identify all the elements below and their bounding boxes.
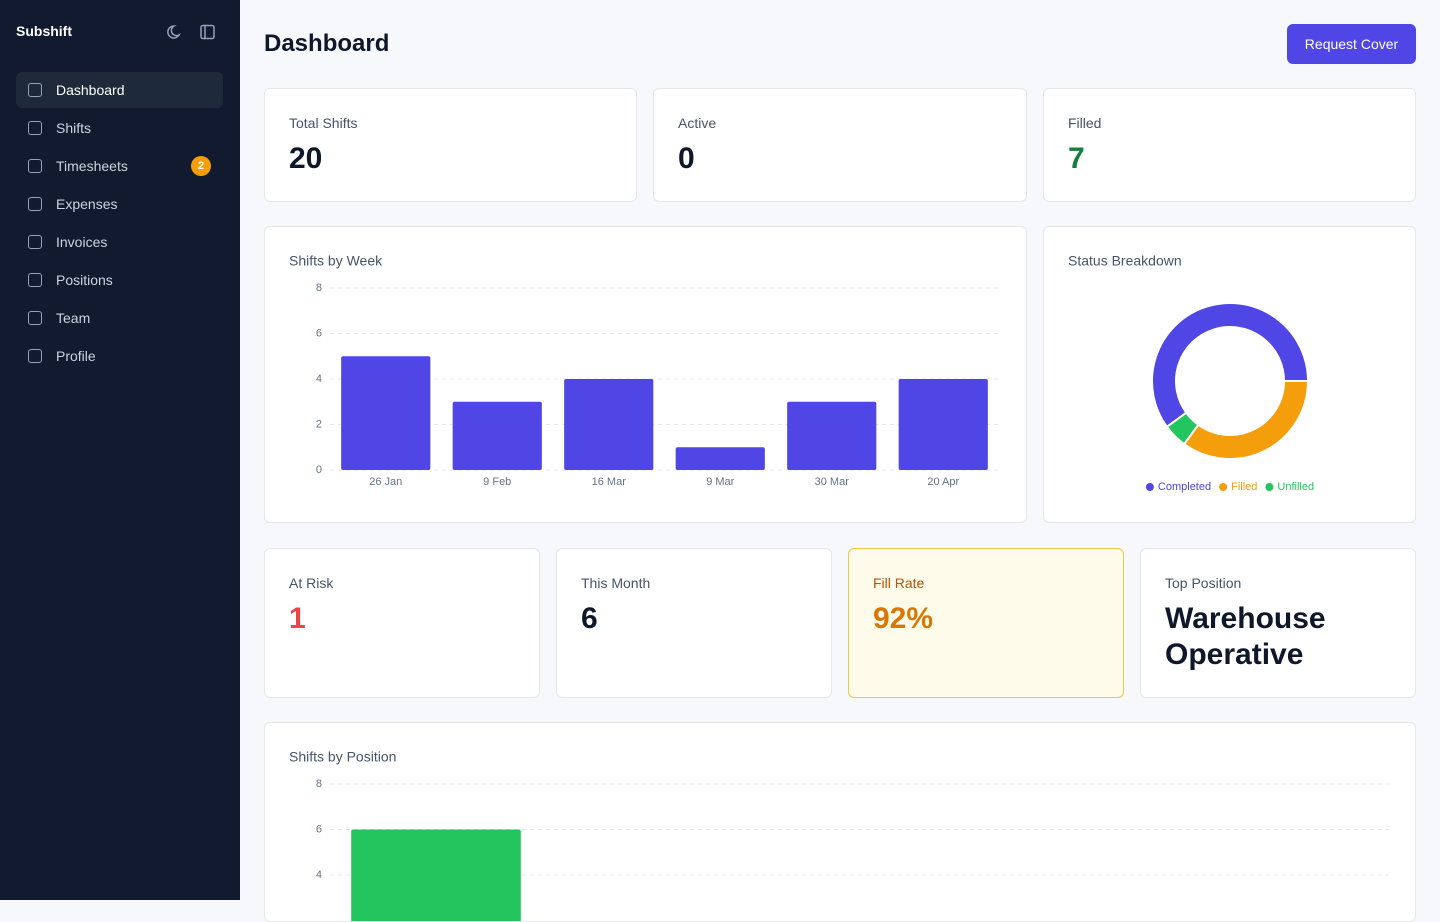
legend-label: Unfilled <box>1277 481 1314 493</box>
stat-card: Active 0 <box>653 88 1027 202</box>
nav-icon <box>28 235 42 249</box>
bar <box>899 379 988 470</box>
sidebar: Subshift Dashboard Shifts Timesheets 2 Expen… <box>0 0 240 900</box>
nav-item[interactable]: Invoices <box>16 224 223 260</box>
stat-label: Top Position <box>1165 575 1241 591</box>
nav-item[interactable]: Positions <box>16 262 223 298</box>
nav-item[interactable]: Shifts <box>16 110 223 146</box>
nav-icon <box>28 311 42 325</box>
nav-icon <box>28 197 42 211</box>
nav: Dashboard Shifts Timesheets 2 Expenses Invoic… <box>16 72 223 376</box>
x-tick-label: 16 Mar <box>592 476 627 488</box>
stat-label: Total Shifts <box>289 115 357 131</box>
x-tick-label: 9 Mar <box>706 476 734 488</box>
legend: Completed Filled Unfilled <box>1146 481 1314 493</box>
y-tick-label: 6 <box>316 823 322 835</box>
legend-swatch <box>1146 483 1154 491</box>
stat-value: 1 <box>289 601 306 637</box>
y-tick-label: 8 <box>316 282 322 294</box>
nav-item[interactable]: Profile <box>16 338 223 374</box>
bar <box>787 402 876 470</box>
stat-label: Fill Rate <box>873 575 924 591</box>
y-tick-label: 4 <box>316 373 322 385</box>
page-title: Dashboard <box>264 30 389 58</box>
chart: Shifts by Week 0 2 4 6 8 26 Jan 9 Feb 16 Mar 9 Ma… <box>265 227 1027 523</box>
chart-card: Shifts by Position 4 6 8 <box>264 722 1416 922</box>
x-tick-label: 26 Jan <box>369 476 402 488</box>
stat-card: Fill Rate 92% <box>848 548 1124 698</box>
page: Subshift Dashboard Shifts Timesheets 2 Expen… <box>0 0 1440 900</box>
stat-card: Top Position Warehouse Operative <box>1140 548 1416 698</box>
y-tick-label: 4 <box>316 869 322 881</box>
chart-card: Status Breakdown Completed Filled Unfilled <box>1043 226 1416 523</box>
y-tick-label: 6 <box>316 327 322 339</box>
nav-badge: 2 <box>191 156 211 176</box>
nav-label: Team <box>56 310 90 326</box>
brand: Subshift <box>16 23 72 39</box>
stat-value: Warehouse Operative <box>1165 601 1395 673</box>
nav-label: Expenses <box>56 196 117 212</box>
stat-value: 92% <box>873 601 933 637</box>
bar <box>351 830 521 922</box>
nav-label: Invoices <box>56 234 107 250</box>
y-tick-label: 0 <box>316 464 322 476</box>
nav-label: Dashboard <box>56 82 125 98</box>
x-tick-label: 9 Feb <box>483 476 511 488</box>
chart-card: Shifts by Week 0 2 4 6 8 26 Jan 9 Feb 16 Mar 9 Ma… <box>264 226 1027 523</box>
sidebar-controls[interactable] <box>162 24 222 40</box>
legend-swatch <box>1265 483 1273 491</box>
nav-item[interactable]: Team <box>16 300 223 336</box>
x-tick-label: 20 Apr <box>927 476 959 488</box>
nav-label: Profile <box>56 348 96 364</box>
stat-value: 20 <box>289 141 322 177</box>
bar <box>341 356 430 470</box>
chart: Status Breakdown Completed Filled Unfilled <box>1044 227 1416 523</box>
nav-icon <box>28 273 42 287</box>
chart: Shifts by Position 4 6 8 <box>265 723 1416 922</box>
bar <box>453 402 542 470</box>
theme-toggle[interactable] <box>168 26 179 38</box>
nav-item[interactable]: Dashboard <box>16 72 223 108</box>
stat-card: Filled 7 <box>1043 88 1416 202</box>
stat-label: This Month <box>581 575 650 591</box>
nav-item[interactable]: Timesheets 2 <box>16 148 223 184</box>
nav-icon <box>28 159 42 173</box>
nav-icon <box>28 83 42 97</box>
y-tick-label: 8 <box>316 778 322 790</box>
chart-title: Shifts by Position <box>289 749 396 765</box>
legend-label: Filled <box>1231 481 1257 493</box>
pie-slice <box>1184 381 1308 459</box>
stat-label: At Risk <box>289 575 333 591</box>
bar <box>564 379 653 470</box>
stat-value: 7 <box>1068 141 1085 177</box>
nav-label: Positions <box>56 272 113 288</box>
request-cover-button[interactable]: Request Cover <box>1287 24 1416 64</box>
nav-label: Shifts <box>56 120 91 136</box>
nav-icon <box>28 121 42 135</box>
chart-title: Status Breakdown <box>1068 253 1182 269</box>
stat-value: 0 <box>678 141 695 177</box>
stat-label: Active <box>678 115 716 131</box>
stat-card: At Risk 1 <box>264 548 540 698</box>
nav-icon <box>28 349 42 363</box>
collapse-toggle[interactable] <box>201 26 214 39</box>
chart-title: Shifts by Week <box>289 253 383 269</box>
stat-label: Filled <box>1068 115 1101 131</box>
stat-value: 6 <box>581 601 598 637</box>
legend-label: Completed <box>1158 481 1211 493</box>
bar <box>676 447 765 470</box>
stat-card: Total Shifts 20 <box>264 88 637 202</box>
x-tick-label: 30 Mar <box>815 476 850 488</box>
stat-card: This Month 6 <box>556 548 832 698</box>
y-tick-label: 2 <box>316 418 322 430</box>
nav-item[interactable]: Expenses <box>16 186 223 222</box>
legend-swatch <box>1219 483 1227 491</box>
nav-label: Timesheets <box>56 158 128 174</box>
